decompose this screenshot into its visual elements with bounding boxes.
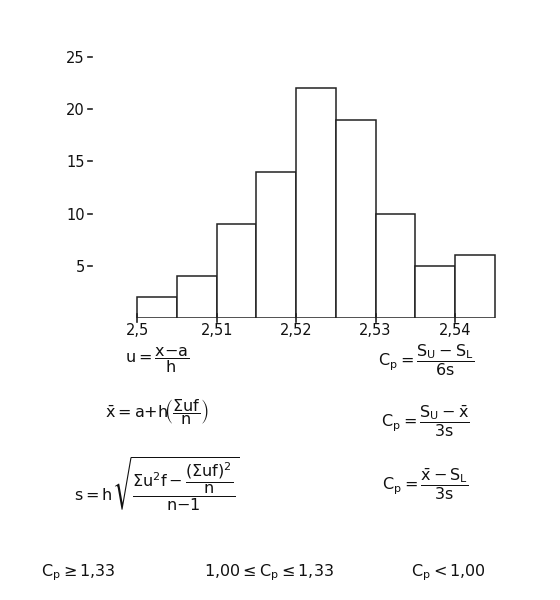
Text: $\mathrm{C_p{=}\dfrac{S_U - S_L}{6s}}$: $\mathrm{C_p{=}\dfrac{S_U - S_L}{6s}}$ <box>377 342 474 378</box>
Bar <box>177 276 217 318</box>
Bar <box>336 119 376 318</box>
Bar <box>455 256 494 318</box>
Bar <box>256 172 296 318</box>
Bar <box>296 88 336 318</box>
Bar <box>376 214 415 318</box>
Text: $\mathrm{1{,}00{\leq}C_p{\leq}1{,}33}$: $\mathrm{1{,}00{\leq}C_p{\leq}1{,}33}$ <box>204 562 334 583</box>
Text: $\mathrm{C_p{<}1{,}00}$: $\mathrm{C_p{<}1{,}00}$ <box>410 562 486 583</box>
Bar <box>415 266 455 318</box>
Text: $\mathrm{C_p{=}\dfrac{S_U - \bar{x}}{3s}}$: $\mathrm{C_p{=}\dfrac{S_U - \bar{x}}{3s}… <box>381 403 470 439</box>
Text: $\mathrm{s{=}h}\sqrt{\dfrac{\Sigma \mathrm{u}^2\mathrm{f} - \dfrac{(\Sigma \math: $\mathrm{s{=}h}\sqrt{\dfrac{\Sigma \math… <box>74 455 240 513</box>
Bar <box>137 297 177 318</box>
Text: $\mathrm{C_p{\geq}1{,}33}$: $\mathrm{C_p{\geq}1{,}33}$ <box>41 562 116 583</box>
Bar <box>217 224 256 318</box>
Text: $\mathrm{C_p{=}\dfrac{\bar{x} - S_L}{3s}}$: $\mathrm{C_p{=}\dfrac{\bar{x} - S_L}{3s}… <box>382 466 469 502</box>
Text: $\mathrm{u{=}\dfrac{x{-}a}{h}}$: $\mathrm{u{=}\dfrac{x{-}a}{h}}$ <box>124 345 189 375</box>
Text: $\bar{\mathrm{x}}\mathrm{{=}a{+}h}\!\left(\dfrac{\Sigma \mathrm{uf}}{\mathrm{n}}: $\bar{\mathrm{x}}\mathrm{{=}a{+}h}\!\lef… <box>105 397 209 427</box>
